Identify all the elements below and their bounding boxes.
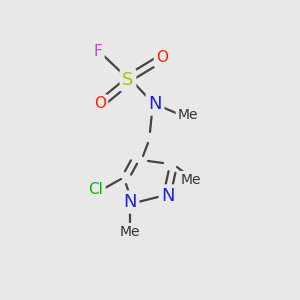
Text: Me: Me — [181, 173, 201, 187]
Text: Cl: Cl — [88, 182, 104, 197]
Text: Me: Me — [120, 225, 140, 239]
Text: Me: Me — [178, 108, 198, 122]
Text: S: S — [122, 71, 134, 89]
Text: N: N — [123, 193, 137, 211]
Text: N: N — [161, 187, 175, 205]
Text: F: F — [94, 44, 102, 59]
Text: O: O — [156, 50, 168, 65]
Text: O: O — [94, 97, 106, 112]
Text: N: N — [148, 95, 162, 113]
